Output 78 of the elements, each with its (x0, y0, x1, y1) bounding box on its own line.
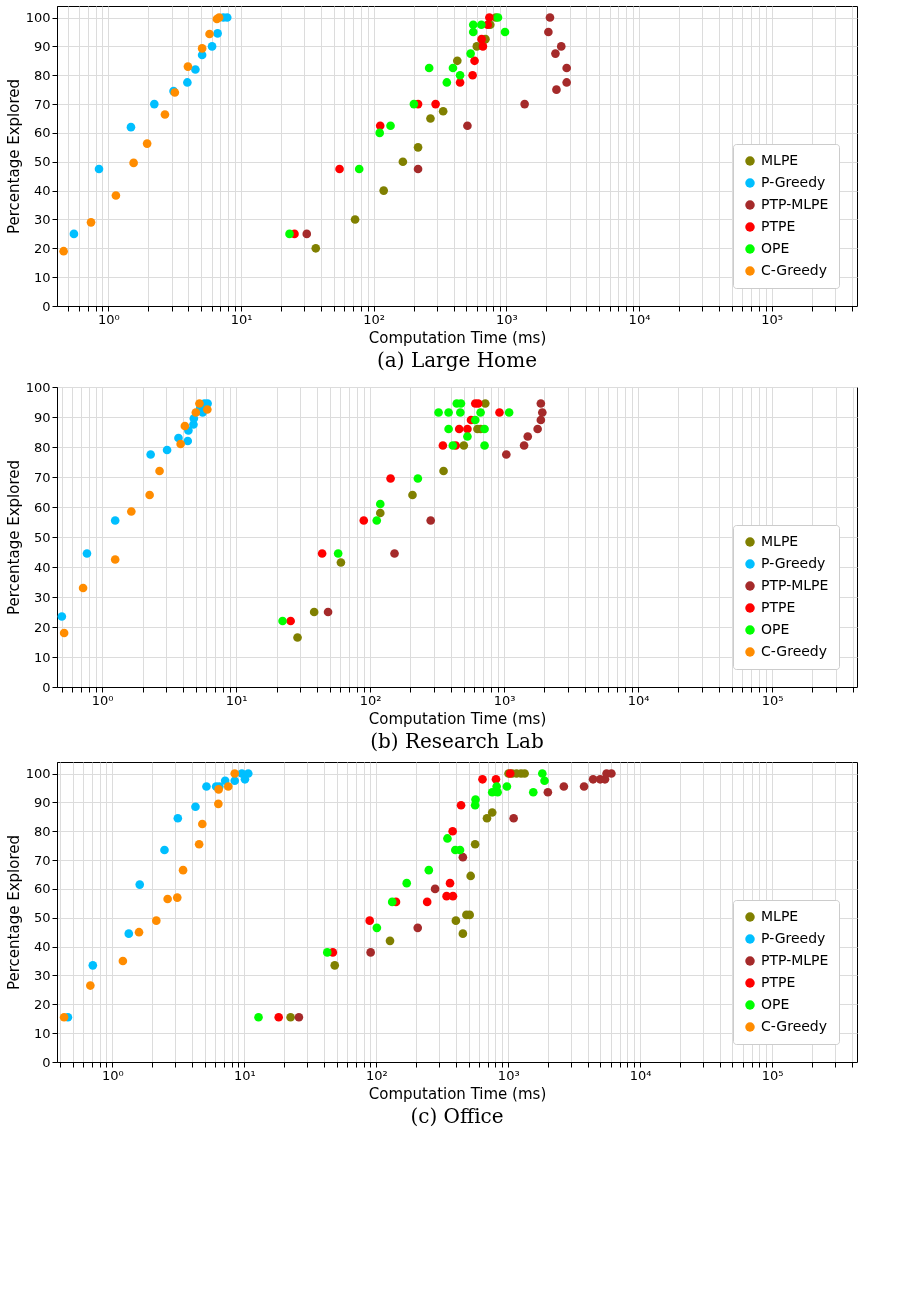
legend-label: P-Greedy (761, 930, 826, 946)
y-tick-label: 50 (33, 910, 51, 926)
x-tick-label: 10⁰ (91, 692, 114, 708)
legend-label: P-Greedy (761, 555, 826, 571)
y-tick-label: 70 (33, 96, 51, 112)
legend-label: PTP-MLPE (761, 577, 829, 593)
legend-label: PTPE (761, 218, 796, 234)
legend-label: PTPE (761, 599, 796, 615)
legend-label: C-Greedy (761, 643, 828, 659)
x-tick-label: 10² (365, 1067, 388, 1083)
y-tick-label: 10 (33, 1025, 51, 1041)
x-axis-title: Computation Time (ms) (368, 328, 547, 347)
y-tick-label: 30 (33, 967, 51, 983)
y-tick-label: 20 (33, 240, 51, 256)
legend-label: MLPE (761, 908, 799, 924)
y-tick-label: 40 (33, 939, 51, 955)
y-tick-label: 100 (25, 379, 51, 395)
y-tick-label: 40 (33, 559, 51, 575)
text: (b) Research Lab (370, 729, 544, 753)
legend-label: PTP-MLPE (761, 952, 829, 968)
x-tick-label: 10⁰ (97, 311, 120, 327)
y-tick-label: 80 (33, 823, 51, 839)
legend-label: OPE (761, 996, 790, 1012)
legend-label: C-Greedy (761, 1018, 828, 1034)
text: (a) Large Home (377, 348, 537, 372)
y-tick-label: 80 (33, 439, 51, 455)
y-tick-label: 0 (42, 1054, 51, 1070)
legend-label: MLPE (761, 533, 799, 549)
x-tick-label: 10³ (495, 311, 518, 327)
y-tick-label: 60 (33, 499, 51, 515)
y-tick-label: 100 (25, 766, 51, 782)
legend-label: OPE (761, 621, 790, 637)
x-tick-label: 10⁵ (761, 311, 784, 327)
text: (c) Office (410, 1104, 504, 1128)
legend-label: PTP-MLPE (761, 196, 829, 212)
y-tick-label: 0 (42, 298, 51, 314)
y-tick-label: 50 (33, 529, 51, 545)
x-tick-label: 10⁵ (761, 692, 784, 708)
y-tick-label: 20 (33, 619, 51, 635)
legend-label: OPE (761, 240, 790, 256)
y-tick-label: 20 (33, 996, 51, 1012)
y-tick-label: 10 (33, 649, 51, 665)
y-tick-label: 70 (33, 469, 51, 485)
x-tick-label: 10¹ (233, 1067, 256, 1083)
y-tick-label: 80 (33, 67, 51, 83)
x-tick-label: 10¹ (230, 311, 253, 327)
y-tick-label: 90 (33, 409, 51, 425)
x-tick-label: 10² (359, 692, 382, 708)
x-tick-label: 10⁴ (627, 692, 650, 708)
y-axis-title: Percentage Explored (4, 79, 23, 234)
y-tick-label: 30 (33, 211, 51, 227)
legend-label: P-Greedy (761, 174, 826, 190)
x-tick-label: 10³ (493, 692, 516, 708)
y-axis-title: Percentage Explored (4, 460, 23, 615)
y-tick-label: 60 (33, 881, 51, 897)
y-tick-label: 60 (33, 125, 51, 141)
x-tick-label: 10⁵ (761, 1067, 784, 1083)
x-tick-label: 10² (363, 311, 386, 327)
y-tick-label: 30 (33, 589, 51, 605)
y-tick-label: 90 (33, 38, 51, 54)
x-tick-label: 10⁴ (629, 1067, 652, 1083)
legend-label: PTPE (761, 974, 796, 990)
legend-label: C-Greedy (761, 262, 828, 278)
x-tick-label: 10¹ (225, 692, 248, 708)
y-tick-label: 0 (42, 679, 51, 695)
x-axis-title: Computation Time (ms) (368, 1084, 547, 1103)
x-tick-label: 10⁴ (628, 311, 651, 327)
y-tick-label: 100 (25, 10, 51, 26)
y-tick-label: 50 (33, 154, 51, 170)
y-tick-label: 10 (33, 269, 51, 285)
x-tick-label: 10³ (497, 1067, 520, 1083)
y-axis-title: Percentage Explored (4, 835, 23, 990)
y-tick-label: 40 (33, 183, 51, 199)
y-tick-label: 90 (33, 794, 51, 810)
x-axis-title: Computation Time (ms) (368, 709, 547, 728)
x-tick-label: 10⁰ (102, 1067, 124, 1083)
legend-label: MLPE (761, 152, 799, 168)
y-tick-label: 70 (33, 852, 51, 868)
